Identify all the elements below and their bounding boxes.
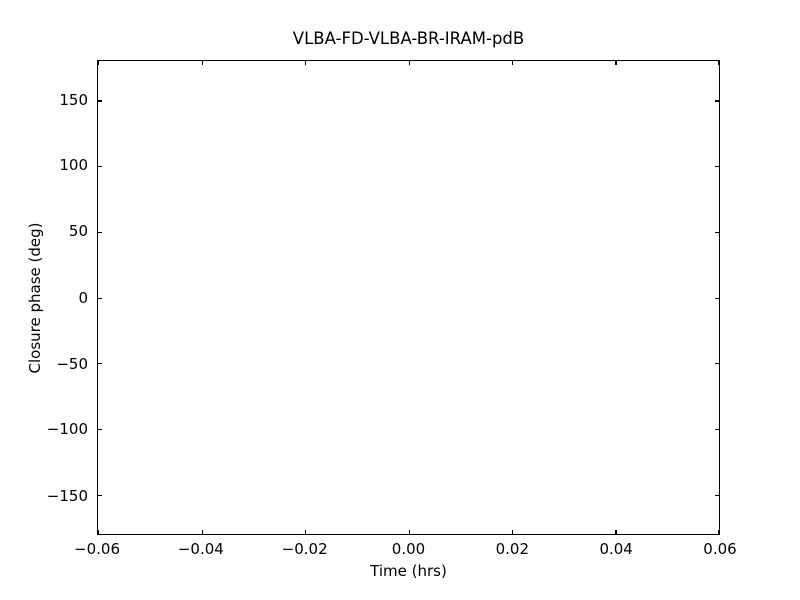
y-tick-label: 50 — [68, 222, 88, 241]
y-tick-label: −100 — [46, 420, 88, 439]
x-tick-top — [717, 61, 719, 65]
x-tick-bottom — [512, 530, 514, 534]
x-tick-top — [615, 61, 617, 65]
y-tick-right — [715, 428, 719, 431]
y-tick-right — [715, 494, 719, 496]
x-tick-top — [201, 61, 203, 65]
y-tick-right — [715, 363, 719, 365]
y-tick-right — [715, 297, 719, 299]
y-tick-label: 0 — [78, 288, 88, 307]
y-tick-label: 100 — [59, 156, 88, 175]
y-tick-left — [98, 100, 102, 102]
y-tick-label: 150 — [59, 90, 88, 109]
x-tick-label: 0.00 — [391, 540, 426, 558]
y-tick-right — [715, 166, 719, 168]
x-tick-bottom — [304, 530, 307, 534]
plot-data-area[interactable] — [98, 61, 719, 534]
x-tick-bottom — [408, 530, 410, 534]
y-tick-left — [98, 363, 102, 365]
y-tick-label: −150 — [46, 487, 88, 506]
y-tick-left — [98, 166, 102, 168]
x-tick-label: 0.06 — [703, 540, 737, 558]
y-tick-left — [98, 297, 102, 299]
x-tick-label: −0.04 — [177, 540, 224, 558]
y-tick-left — [98, 494, 102, 496]
x-axis-label: Time (hrs) — [370, 562, 447, 580]
y-tick-left — [98, 231, 102, 233]
x-tick-label: 0.04 — [599, 540, 633, 558]
y-tick-right — [715, 231, 719, 233]
y-axis-label: Closure phase (deg) — [26, 222, 44, 373]
x-tick-top — [408, 61, 410, 65]
x-tick-label: −0.02 — [281, 540, 328, 558]
x-tick-label: −0.06 — [74, 540, 120, 558]
x-tick-label: 0.02 — [495, 540, 530, 558]
x-tick-bottom — [615, 530, 617, 534]
x-tick-top — [512, 61, 514, 65]
x-tick-top — [304, 61, 307, 65]
x-tick-bottom — [717, 530, 719, 534]
y-tick-label: −50 — [56, 354, 88, 373]
y-tick-left — [98, 428, 102, 431]
page-title: VLBA-FD-VLBA-BR-IRAM-pdB — [292, 29, 525, 48]
x-tick-top — [98, 61, 100, 65]
x-tick-bottom — [201, 530, 203, 534]
y-tick-right — [715, 100, 719, 102]
x-tick-bottom — [98, 530, 100, 534]
plot-axes[interactable] — [97, 60, 720, 535]
